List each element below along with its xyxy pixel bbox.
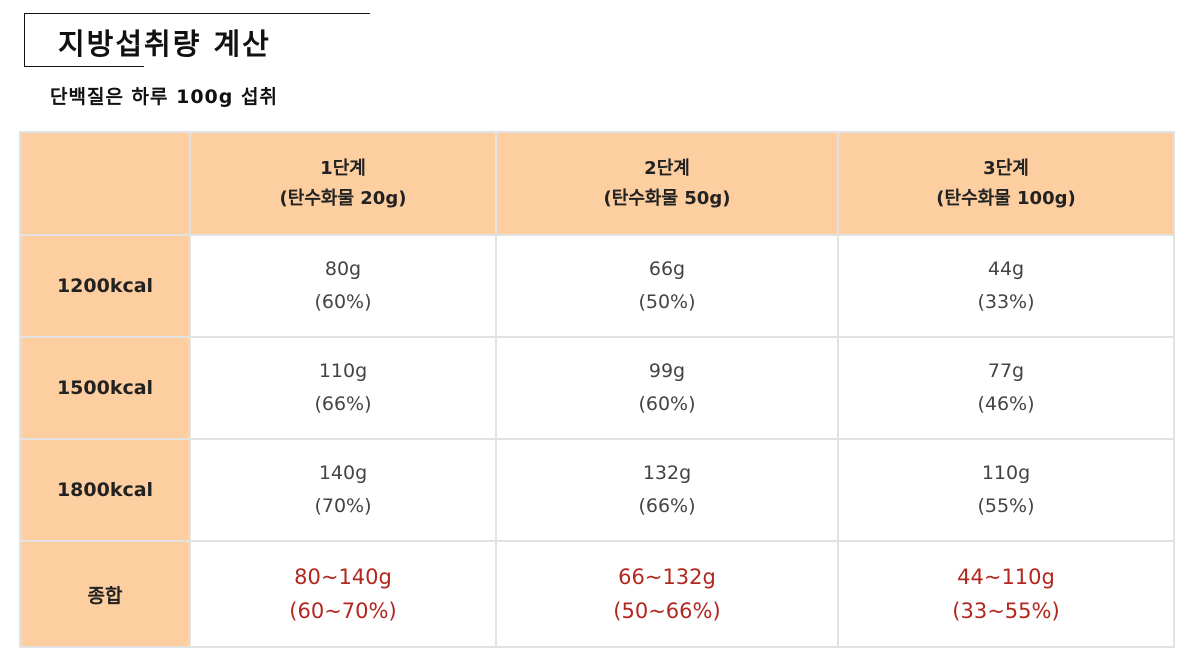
cell-percent: (66%) — [638, 495, 696, 517]
summary-amount: 66~132g — [618, 565, 716, 589]
summary-amount: 80~140g — [294, 565, 392, 589]
cell-percent: (66%) — [314, 393, 372, 415]
table-row: 1200kcal 80g (60%) 66g (50%) 44g (33%) — [19, 234, 1175, 338]
cell-percent: (60%) — [314, 291, 372, 313]
row-header-summary: 종합 — [19, 540, 191, 648]
cell-percent: (60%) — [638, 393, 696, 415]
cell-amount: 140g — [318, 462, 368, 484]
summary-amount: 44~110g — [957, 565, 1055, 589]
column-header-carbs: (탄수화물 50g) — [603, 187, 731, 209]
table-cell: 140g (70%) — [189, 438, 497, 542]
cell-amount: 132g — [642, 462, 692, 484]
page-title: 지방섭취량 계산 — [58, 27, 271, 61]
column-header-carbs: (탄수화물 20g) — [279, 187, 407, 209]
table-cell: 99g (60%) — [495, 336, 839, 440]
cell-percent: (46%) — [977, 393, 1035, 415]
table-cell: 110g (55%) — [837, 438, 1175, 542]
table-cell: 132g (66%) — [495, 438, 839, 542]
cell-amount: 44g — [987, 258, 1025, 280]
title-border-left — [24, 13, 25, 67]
row-header-1800kcal: 1800kcal — [19, 438, 191, 542]
table-cell: 66g (50%) — [495, 234, 839, 338]
row-header-1500kcal: 1500kcal — [19, 336, 191, 440]
table-cell: 80g (60%) — [189, 234, 497, 338]
table-cell: 44g (33%) — [837, 234, 1175, 338]
title-box: 지방섭취량 계산 — [24, 13, 370, 67]
column-header-title: 2단계 — [644, 157, 690, 179]
cell-amount: 80g — [324, 258, 362, 280]
column-header-stage-3: 3단계 (탄수화물 100g) — [837, 131, 1175, 236]
summary-percent: (50~66%) — [613, 599, 721, 623]
cell-amount: 77g — [987, 360, 1025, 382]
table-row: 1500kcal 110g (66%) 99g (60%) 77g (46%) — [19, 336, 1175, 440]
column-header-carbs: (탄수화물 100g) — [936, 187, 1076, 209]
row-header-1200kcal: 1200kcal — [19, 234, 191, 338]
title-border-top — [24, 13, 370, 14]
header-row: 1단계 (탄수화물 20g) 2단계 (탄수화물 50g) 3단계 (탄수화물 … — [19, 131, 1175, 236]
fat-intake-table: 1단계 (탄수화물 20g) 2단계 (탄수화물 50g) 3단계 (탄수화물 … — [19, 131, 1175, 648]
column-header-title: 1단계 — [320, 157, 366, 179]
summary-cell: 66~132g (50~66%) — [495, 540, 839, 648]
title-border-bottom — [24, 66, 144, 67]
summary-row: 종합 80~140g (60~70%) 66~132g (50~66%) 44~… — [19, 540, 1175, 648]
table-cell: 110g (66%) — [189, 336, 497, 440]
table-cell: 77g (46%) — [837, 336, 1175, 440]
cell-percent: (70%) — [314, 495, 372, 517]
table-row: 1800kcal 140g (70%) 132g (66%) 110g (55%… — [19, 438, 1175, 542]
cell-amount: 110g — [981, 462, 1031, 484]
column-header-title: 3단계 — [983, 157, 1029, 179]
cell-amount: 66g — [648, 258, 686, 280]
column-header-stage-1: 1단계 (탄수화물 20g) — [189, 131, 497, 236]
corner-cell — [19, 131, 191, 236]
page-subtitle: 단백질은 하루 100g 섭취 — [50, 86, 278, 108]
cell-amount: 110g — [318, 360, 368, 382]
summary-percent: (33~55%) — [952, 599, 1060, 623]
cell-percent: (55%) — [977, 495, 1035, 517]
summary-cell: 80~140g (60~70%) — [189, 540, 497, 648]
cell-percent: (50%) — [638, 291, 696, 313]
cell-amount: 99g — [648, 360, 686, 382]
column-header-stage-2: 2단계 (탄수화물 50g) — [495, 131, 839, 236]
summary-percent: (60~70%) — [289, 599, 397, 623]
summary-cell: 44~110g (33~55%) — [837, 540, 1175, 648]
cell-percent: (33%) — [977, 291, 1035, 313]
